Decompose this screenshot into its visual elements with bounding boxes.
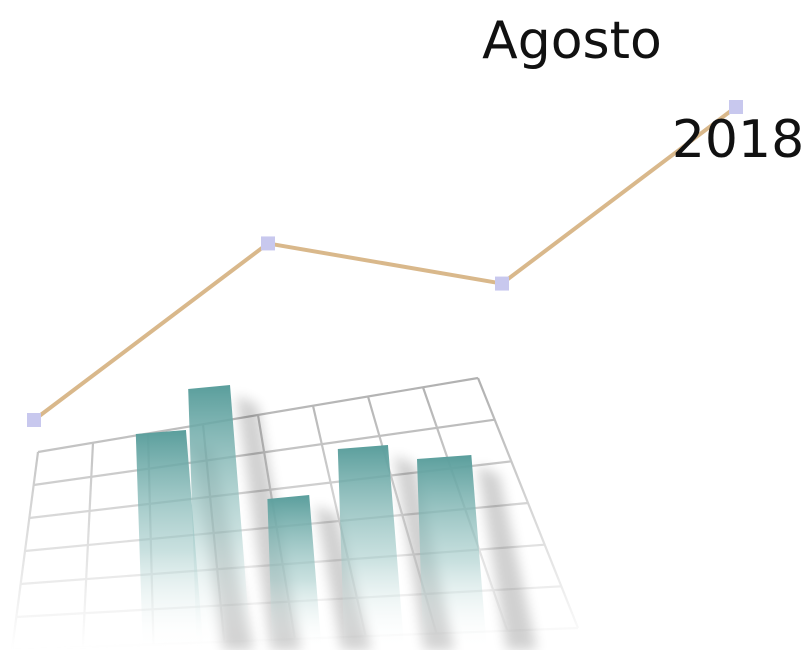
bar-shadow <box>477 465 537 650</box>
line-marker <box>27 413 41 427</box>
bar <box>337 445 405 650</box>
bar <box>188 385 252 650</box>
bar <box>135 430 204 650</box>
chart-month-label: Agosto <box>482 11 662 71</box>
line-path <box>32 105 738 422</box>
line-marker <box>261 236 275 251</box>
line-marker <box>729 100 743 114</box>
bar-series <box>135 385 537 650</box>
chart-year-label: 2018 <box>672 110 804 170</box>
bar <box>417 455 487 650</box>
line-marker <box>495 276 509 291</box>
bar <box>267 495 322 650</box>
line-series <box>27 100 743 427</box>
